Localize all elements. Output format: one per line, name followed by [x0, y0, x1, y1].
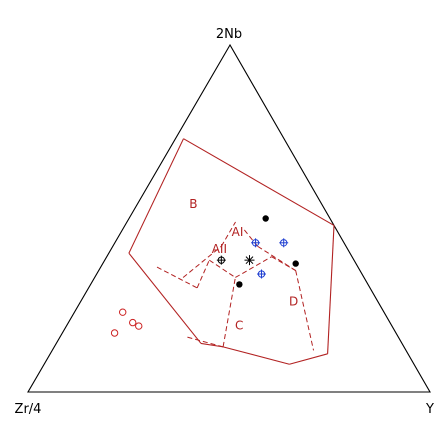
vertex-label-right: Y [425, 402, 434, 417]
data-point-crossed-circle [251, 238, 261, 248]
field-boundary-dashed [235, 256, 272, 278]
field-boundary-dashed [156, 266, 198, 289]
field-boundary-dashed [257, 245, 296, 271]
field-boundary-solid [222, 346, 290, 365]
field-boundary-dashed [184, 335, 224, 348]
field-boundary-solid [183, 138, 335, 226]
field-boundary-dashed [196, 259, 210, 289]
region-label: C [235, 319, 243, 333]
vertex-label-top: 2Nb [216, 27, 242, 42]
data-point-crossed-circle [279, 238, 289, 248]
field-boundary-dashed [295, 270, 315, 351]
field-boundary-solid [128, 252, 202, 344]
data-point-open-circle [129, 318, 137, 327]
data-point-filled-circle [292, 260, 299, 267]
data-points [110, 215, 299, 337]
field-boundary-solid [327, 225, 335, 354]
data-point-filled-circle [236, 281, 243, 288]
region-label: AI [232, 225, 244, 239]
field-boundary-solid [289, 353, 328, 365]
data-point-crossed-circle [216, 255, 226, 265]
field-boundary-dashed [222, 277, 236, 347]
region-label: B [189, 197, 197, 211]
data-point-open-circle [110, 329, 119, 337]
data-point-crossed-circle [257, 269, 266, 279]
data-point-open-circle [119, 308, 127, 316]
region-label: AII [212, 242, 227, 256]
region-label: D [289, 294, 298, 308]
field-boundary-dashed [271, 256, 296, 271]
data-point-asterisk [244, 255, 255, 266]
data-point-filled-circle [262, 215, 269, 222]
field-boundary-solid [128, 138, 184, 254]
field-boundary-dashed [220, 221, 236, 247]
vertex-label-left: Zr/4 [15, 402, 42, 417]
region-labels: AI AII B C D [189, 197, 298, 332]
ternary-frame [27, 43, 431, 393]
field-boundaries [128, 138, 335, 365]
field-boundary-dashed [209, 259, 236, 278]
field-boundary-dashed [182, 245, 222, 278]
data-point-open-circle [135, 322, 143, 330]
